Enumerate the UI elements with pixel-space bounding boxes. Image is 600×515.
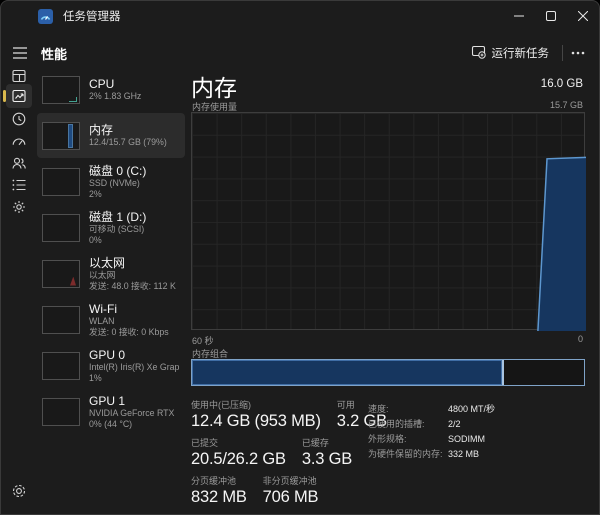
memory-composition-bar	[191, 359, 585, 386]
x-axis-left-label: 60 秒	[192, 336, 214, 346]
sidebar-item-memory[interactable]: 内存 12.4/15.7 GB (79%)	[37, 113, 185, 158]
composition-in-use	[192, 360, 502, 385]
page-title: 性能	[41, 47, 68, 62]
detail-form-factor: 外形规格: SODIMM	[368, 434, 485, 444]
memory-thumbnail-chart	[42, 121, 80, 150]
disk1-thumbnail-chart	[42, 213, 80, 242]
sidebar-item-sub: 可移动 (SCSI)	[89, 224, 145, 234]
ethernet-mini-graph	[70, 276, 76, 286]
wifi-thumbnail-chart	[42, 305, 80, 334]
sidebar-item-gpu0[interactable]: GPU 0 Intel(R) Iris(R) Xe Grap 1%	[37, 343, 185, 388]
memory-usage-chart	[191, 112, 586, 331]
memory-stats: 使用中(已压缩) 12.4 GB (953 MB) 可用 3.2 GB 已提交 …	[191, 398, 387, 512]
sidebar-item-disk0[interactable]: 磁盘 0 (C:) SSD (NVMe) 2%	[37, 159, 185, 204]
sidebar-item-sub: 2% 1.83 GHz	[89, 91, 142, 102]
ethernet-thumbnail-chart	[42, 259, 80, 288]
x-axis-right-label: 0	[577, 334, 583, 344]
sidebar-item-sub2: 0%	[89, 234, 102, 245]
services-icon[interactable]	[11, 199, 27, 215]
memory-mini-graph	[68, 123, 73, 148]
run-new-task-label: 运行新任务	[491, 48, 550, 60]
minimize-button[interactable]	[503, 1, 535, 31]
memory-page-title: 内存	[191, 75, 237, 101]
usage-chart-max-value: 15.7 GB	[549, 100, 583, 110]
sidebar-item-sub2: 2%	[89, 188, 102, 199]
cpu-thumbnail-chart	[42, 75, 80, 104]
menu-icon[interactable]	[12, 46, 28, 65]
window-title: 任务管理器	[63, 11, 121, 23]
settings-icon[interactable]	[11, 483, 27, 499]
sidebar-item-sub: 以太网	[89, 270, 116, 280]
memory-usage-line	[537, 156, 586, 331]
titlebar: 任务管理器	[1, 1, 599, 31]
window-controls	[503, 1, 599, 31]
sidebar-item-cpu[interactable]: CPU 2% 1.83 GHz	[37, 67, 185, 112]
detail-speed: 速度: 4800 MT/秒	[368, 404, 496, 414]
sidebar-item-sub: Intel(R) Iris(R) Xe Grap	[89, 362, 180, 372]
sidebar-item-title: 以太网	[89, 256, 126, 270]
more-options-button[interactable]	[566, 41, 590, 65]
sidebar-item-ethernet[interactable]: 以太网 以太网 发送: 48.0 接收: 112 K	[37, 251, 185, 296]
stat-paged-pool: 分页缓冲池 832 MB	[191, 476, 247, 506]
stat-committed: 已提交 20.5/26.2 GB	[191, 438, 286, 468]
app-history-icon[interactable]	[11, 111, 27, 127]
processes-icon[interactable]	[11, 68, 27, 84]
sidebar-item-title: CPU	[89, 77, 115, 92]
performance-sidebar: CPU 2% 1.83 GHz 内存 12.4/15.7 GB (79%) 磁盘…	[37, 67, 185, 435]
sidebar-item-sub: SSD (NVMe)	[89, 178, 140, 188]
users-icon[interactable]	[11, 155, 27, 171]
sidebar-item-gpu1[interactable]: GPU 1 NVIDIA GeForce RTX 0% (44 °C)	[37, 389, 185, 434]
startup-apps-icon[interactable]	[11, 133, 27, 149]
sidebar-item-title: 磁盘 1 (D:)	[89, 210, 147, 224]
total-memory-value: 16.0 GB	[540, 78, 583, 90]
sidebar-item-title: Wi-Fi	[89, 302, 117, 316]
sidebar-item-wifi[interactable]: Wi-Fi WLAN 发送: 0 接收: 0 Kbps	[37, 297, 185, 342]
stat-in-use: 使用中(已压缩) 12.4 GB (953 MB)	[191, 400, 321, 430]
gpu1-thumbnail-chart	[42, 397, 80, 426]
gpu0-thumbnail-chart	[42, 351, 80, 380]
sidebar-item-title: 内存	[89, 123, 114, 138]
sidebar-item-sub2: 0% (44 °C)	[89, 418, 133, 429]
disk0-thumbnail-chart	[42, 167, 80, 196]
sidebar-item-sub: NVIDIA GeForce RTX	[89, 408, 175, 418]
nav-accent-indicator	[3, 90, 6, 102]
performance-icon[interactable]	[11, 88, 27, 104]
task-manager-app-icon	[38, 8, 53, 24]
memory-hardware-details: 速度: 4800 MT/秒 已使用的插槽: 2/2 外形规格: SODIMM 为…	[368, 402, 495, 462]
details-icon[interactable]	[11, 177, 27, 193]
usage-chart-caption: 内存使用量	[192, 102, 238, 112]
memory-usage-area	[537, 157, 586, 331]
cpu-mini-graph	[69, 96, 77, 102]
sidebar-item-title: GPU 1	[89, 394, 126, 408]
sidebar-item-sub2: 1%	[89, 372, 102, 383]
stat-available: 可用 3.2 GB	[336, 400, 387, 430]
run-new-task-icon	[471, 44, 486, 62]
run-new-task-button[interactable]: 运行新任务	[467, 41, 554, 65]
memory-composition-label: 内存组合	[192, 349, 229, 359]
close-button[interactable]	[567, 1, 599, 31]
sidebar-item-title: 磁盘 0 (C:)	[89, 164, 147, 178]
toolbar-separator	[562, 45, 563, 61]
sidebar-item-title: GPU 0	[89, 348, 126, 362]
sidebar-item-sub2: 发送: 48.0 接收: 112 K	[89, 280, 176, 291]
stat-cached: 已缓存 3.3 GB	[301, 438, 353, 468]
sidebar-item-sub: WLAN	[89, 316, 115, 326]
composition-divider	[501, 360, 504, 385]
sidebar-item-sub2: 发送: 0 接收: 0 Kbps	[89, 326, 169, 337]
stat-non-paged-pool: 非分页缓冲池 706 MB	[262, 476, 319, 506]
sidebar-item-sub: 12.4/15.7 GB (79%)	[89, 137, 167, 148]
maximize-button[interactable]	[535, 1, 567, 31]
sidebar-item-disk1[interactable]: 磁盘 1 (D:) 可移动 (SCSI) 0%	[37, 205, 185, 250]
detail-slots-used: 已使用的插槽: 2/2	[368, 419, 461, 429]
detail-hardware-reserved: 为硬件保留的内存: 332 MB	[368, 449, 480, 459]
